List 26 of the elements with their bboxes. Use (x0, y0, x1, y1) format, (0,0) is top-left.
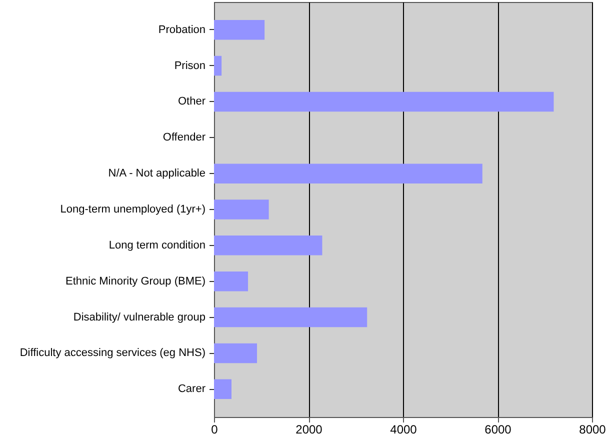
y-tick-label: N/A - Not applicable (108, 168, 206, 180)
x-tick-label: 6000 (484, 422, 512, 436)
bar (214, 56, 222, 76)
bar (214, 236, 322, 256)
y-tick-label: Long term condition (108, 239, 206, 252)
x-tick-label: 0 (211, 422, 218, 436)
y-tick-label: Disability/ vulnerable group (73, 311, 206, 324)
y-tick-label: Carer (178, 383, 206, 396)
y-tick-label: Long-term unemployed (1yr+) (60, 204, 206, 216)
x-tick-label: 2000 (296, 422, 323, 436)
bar (214, 200, 269, 220)
y-tick-label: Other (178, 96, 206, 108)
bar (214, 92, 554, 112)
bar (214, 379, 232, 400)
x-tick-label: 8000 (579, 422, 606, 436)
y-tick-label: Probation (158, 24, 206, 36)
y-tick-label: Offender (162, 132, 206, 144)
y-tick-label: Ethnic Minority Group (BME) (66, 275, 206, 288)
y-tick-label: Prison (174, 60, 206, 72)
bar (214, 271, 248, 292)
bar (214, 343, 257, 364)
y-tick-label: Difficulty accessing services (eg NHS) (20, 347, 206, 360)
bar (214, 307, 368, 328)
x-tick-label: 4000 (390, 422, 418, 436)
bar (214, 164, 482, 184)
bar (214, 20, 265, 40)
